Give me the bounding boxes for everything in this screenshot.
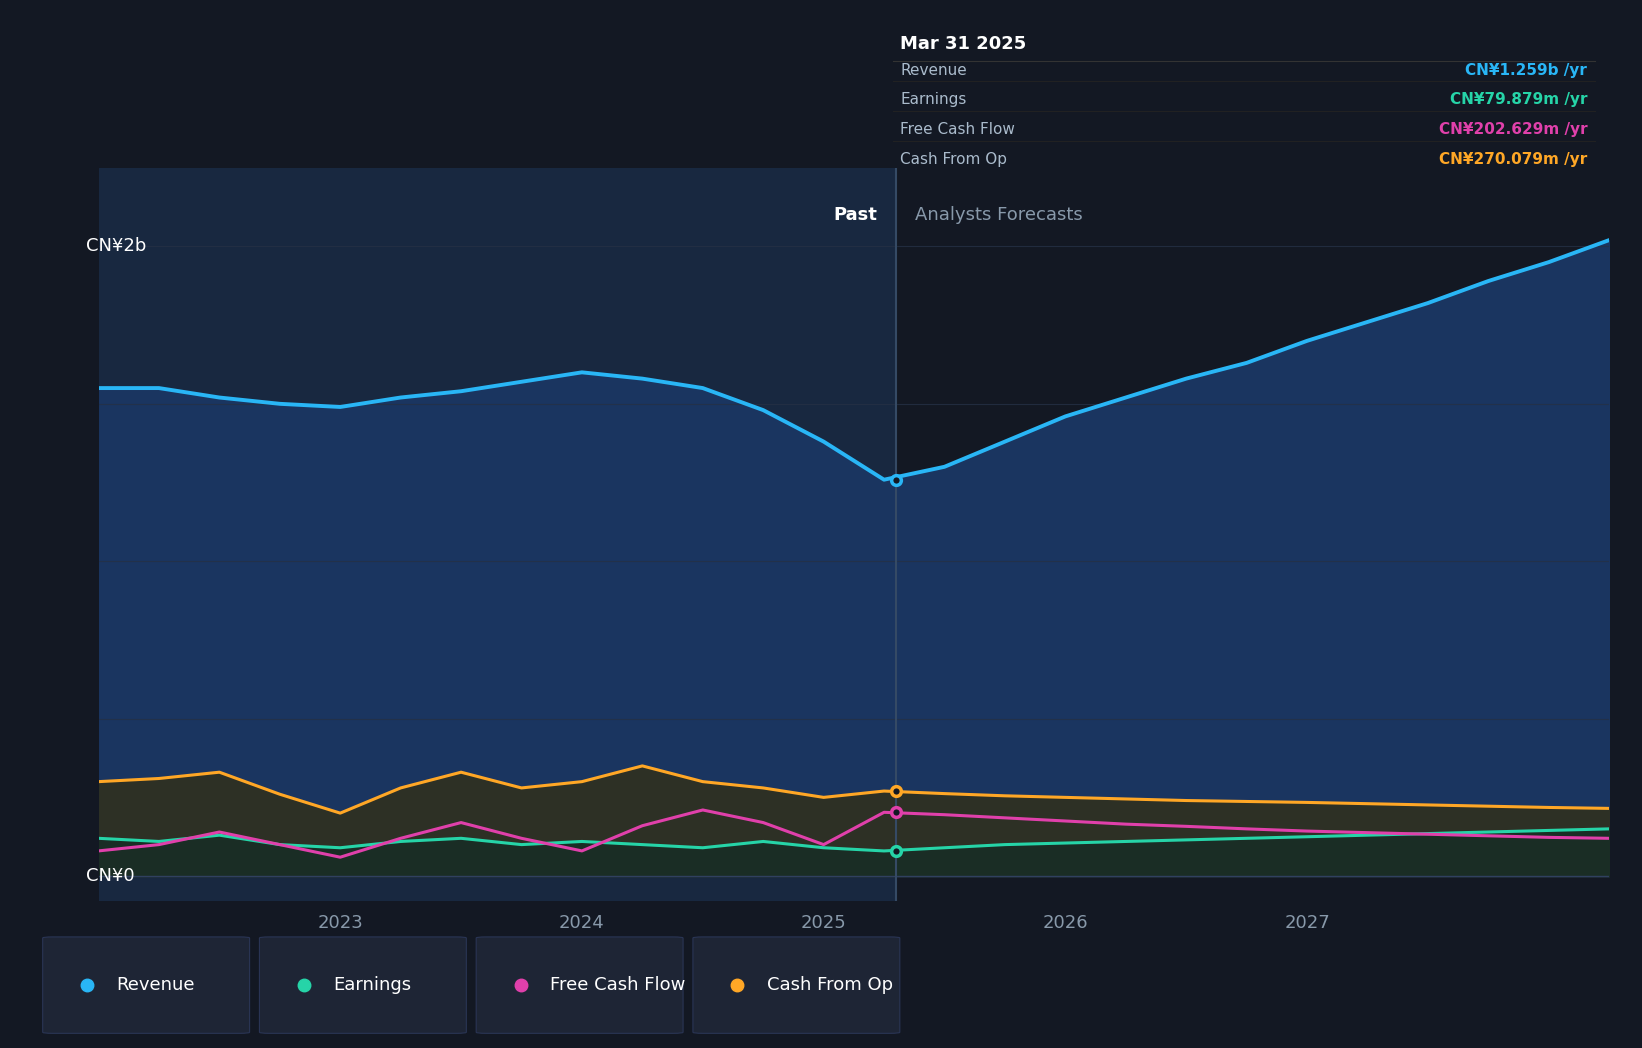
Text: Cash From Op: Cash From Op [767,976,893,995]
Bar [897,168,1609,901]
Text: 2027: 2027 [1284,914,1330,932]
Text: CN¥202.629m /yr: CN¥202.629m /yr [1438,123,1588,137]
Text: 2024: 2024 [558,914,604,932]
Text: Free Cash Flow: Free Cash Flow [900,123,1015,137]
Text: CN¥79.879m /yr: CN¥79.879m /yr [1450,92,1588,107]
FancyBboxPatch shape [476,937,683,1033]
Bar [99,168,897,901]
Text: Earnings: Earnings [900,92,967,107]
Text: Revenue: Revenue [117,976,195,995]
Text: Past: Past [832,205,877,224]
Text: CN¥2b: CN¥2b [87,238,146,256]
Text: Cash From Op: Cash From Op [900,152,1008,167]
Text: Revenue: Revenue [900,63,967,78]
Text: 2025: 2025 [801,914,847,932]
Text: Earnings: Earnings [333,976,412,995]
Text: Analysts Forecasts: Analysts Forecasts [916,205,1084,224]
Text: CN¥0: CN¥0 [87,867,135,886]
Text: 2026: 2026 [1043,914,1089,932]
FancyBboxPatch shape [43,937,250,1033]
Text: CN¥270.079m /yr: CN¥270.079m /yr [1438,152,1588,167]
FancyBboxPatch shape [259,937,466,1033]
Text: Free Cash Flow: Free Cash Flow [550,976,685,995]
Text: 2023: 2023 [317,914,363,932]
Text: Mar 31 2025: Mar 31 2025 [900,35,1026,52]
Text: CN¥1.259b /yr: CN¥1.259b /yr [1465,63,1588,78]
FancyBboxPatch shape [693,937,900,1033]
